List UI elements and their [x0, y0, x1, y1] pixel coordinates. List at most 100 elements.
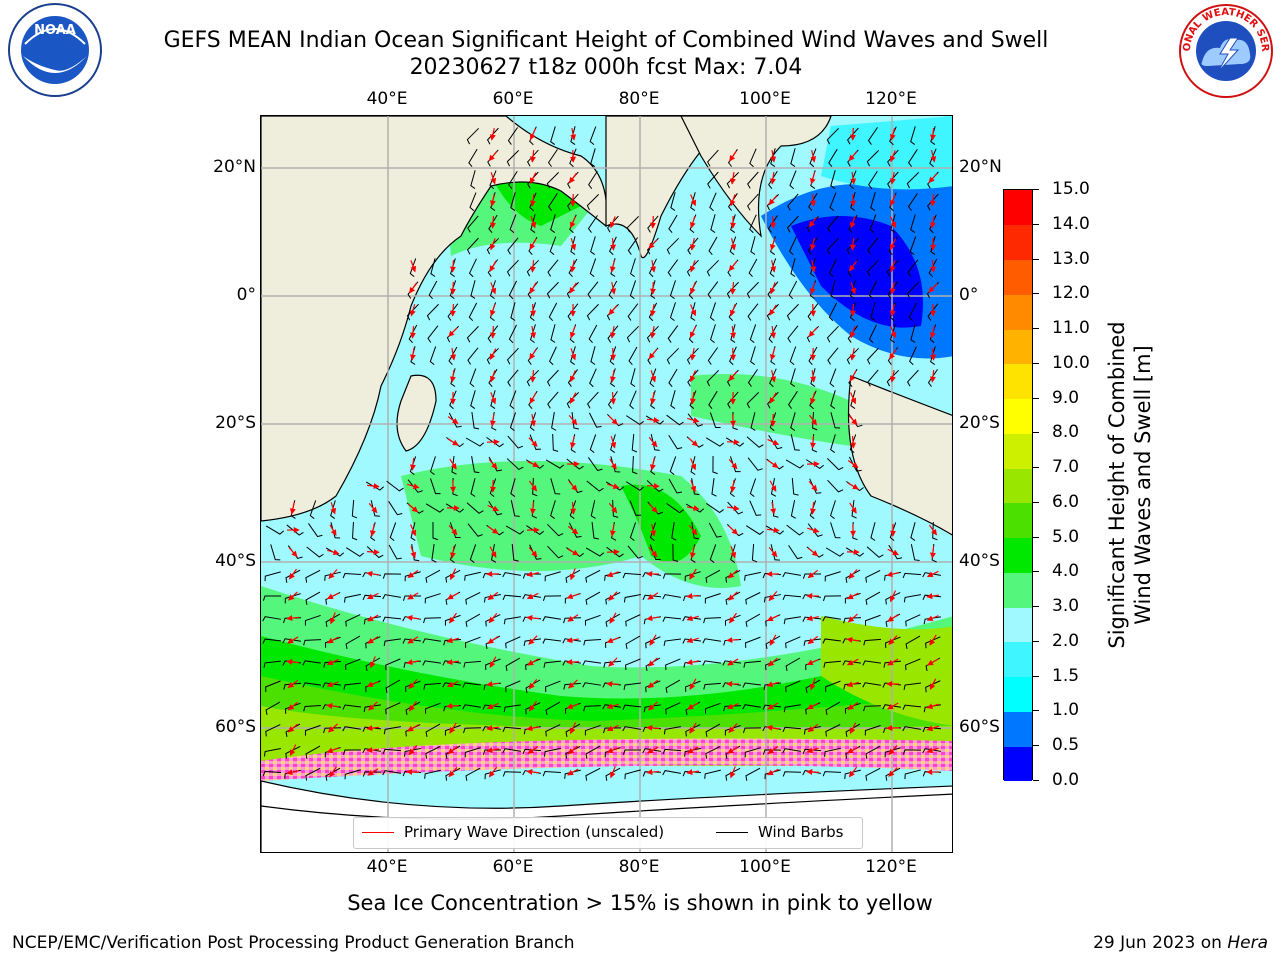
wind-barb: [925, 636, 941, 649]
wind-barb: [366, 546, 384, 559]
wind-barb: [711, 478, 717, 497]
wave-direction-arrow: [529, 282, 537, 294]
wind-barb: [768, 435, 783, 450]
wave-direction-arrow: [848, 415, 858, 426]
wave-direction-arrow: [526, 592, 539, 600]
wind-barb: [590, 346, 596, 365]
wind-barb: [846, 127, 859, 145]
wave-direction-arrow: [408, 744, 418, 756]
wind-barb: [885, 592, 901, 605]
madagascar: [396, 374, 437, 452]
wave-direction-arrow: [529, 392, 537, 404]
wave-direction-arrow: [409, 347, 416, 361]
wind-barb: [485, 658, 501, 671]
wave-direction-arrow: [688, 437, 699, 447]
wind-barb: [929, 148, 937, 168]
wind-barb: [444, 724, 461, 736]
wind-barb: [509, 412, 517, 432]
wave-direction-arrow: [767, 459, 779, 469]
wind-barb: [505, 525, 525, 535]
colorbar-tick-mark: [1033, 675, 1039, 677]
wave-direction-arrow: [806, 747, 819, 754]
wave-direction-arrow: [407, 636, 419, 644]
wave-direction-arrow: [809, 392, 816, 405]
wind-barb: [705, 569, 721, 583]
wave-direction-arrow: [488, 459, 498, 470]
wave-direction-arrow: [648, 239, 658, 249]
wave-direction-arrow: [448, 525, 458, 536]
wind-barb: [789, 346, 797, 366]
wave-direction-arrow: [447, 438, 459, 446]
legend-wind-swatch: [716, 831, 748, 834]
wave-direction-arrow: [889, 150, 896, 163]
wind-barb: [591, 521, 599, 540]
wind-barb: [425, 569, 441, 583]
wave-direction-arrow: [926, 747, 939, 754]
wave-direction-arrow: [608, 502, 618, 514]
wind-barb: [825, 547, 845, 557]
wind-barb: [750, 412, 756, 431]
chart-subtitle: 20230627 t18z 000h fcst Max: 7.04: [409, 55, 803, 80]
wave-direction-arrow: [530, 303, 537, 317]
wave-direction-arrow: [846, 681, 859, 688]
wave-direction-arrow: [366, 549, 380, 556]
wind-barb: [490, 390, 496, 409]
wave-direction-arrow: [288, 568, 298, 580]
wave-direction-arrow: [610, 436, 617, 449]
nws-logo: NATIONAL WEATHER SERVICE: [1172, 0, 1276, 104]
wind-barb: [668, 368, 678, 388]
wave-direction-arrow: [687, 702, 699, 710]
footer-date-text: 29 Jun 2023 on: [1093, 933, 1228, 953]
wave-direction-arrow: [689, 722, 697, 734]
wind-barb: [747, 193, 759, 211]
wind-barb: [765, 525, 785, 535]
wind-barb: [565, 723, 581, 737]
wind-barb: [762, 749, 782, 755]
wind-barb: [767, 281, 779, 299]
wind-barb: [542, 616, 561, 622]
wind-barb: [586, 480, 604, 492]
wind-barb: [750, 346, 756, 365]
wind-barb: [707, 347, 719, 365]
wave-direction-arrow: [888, 745, 898, 756]
wind-barb: [864, 614, 881, 626]
wind-barb: [744, 571, 761, 581]
wind-barb: [482, 726, 501, 732]
wind-barb: [582, 660, 601, 666]
wind-barb: [906, 281, 919, 299]
wave-direction-arrow: [729, 304, 736, 317]
wind-barb: [882, 704, 901, 710]
wind-barb: [745, 525, 764, 535]
colorbar-tick-label: 3.0: [1052, 596, 1080, 617]
wind-barb: [622, 749, 642, 755]
wave-direction-arrow: [848, 150, 858, 162]
wave-direction-arrow: [366, 747, 380, 754]
wind-barb: [585, 547, 605, 557]
wind-barb: [870, 192, 876, 211]
wind-barb: [870, 302, 876, 321]
wind-barb: [746, 281, 759, 299]
wind-barb: [362, 594, 382, 601]
wind-barb: [625, 635, 641, 649]
wave-direction-arrow: [849, 216, 856, 229]
wind-barb: [585, 569, 601, 583]
wind-barb: [705, 745, 721, 759]
wind-barb: [630, 258, 636, 277]
lon-label-top-100e: 100°E: [739, 89, 791, 109]
wind-barb: [867, 127, 878, 145]
wave-direction-arrow: [408, 700, 418, 712]
wind-barb: [745, 613, 761, 627]
wave-direction-arrow: [929, 369, 936, 383]
wave-direction-arrow: [447, 416, 459, 424]
wind-barb: [567, 303, 579, 321]
wave-direction-arrow: [889, 282, 896, 295]
wind-barb: [665, 658, 681, 671]
wind-barb: [309, 500, 317, 520]
wave-direction-arrow: [608, 657, 618, 667]
wind-barb: [868, 280, 878, 300]
wind-barb: [790, 368, 796, 387]
wind-barb: [382, 770, 401, 776]
wind-barb: [927, 193, 939, 211]
wind-barb: [547, 193, 558, 211]
map-plot: [260, 115, 953, 853]
